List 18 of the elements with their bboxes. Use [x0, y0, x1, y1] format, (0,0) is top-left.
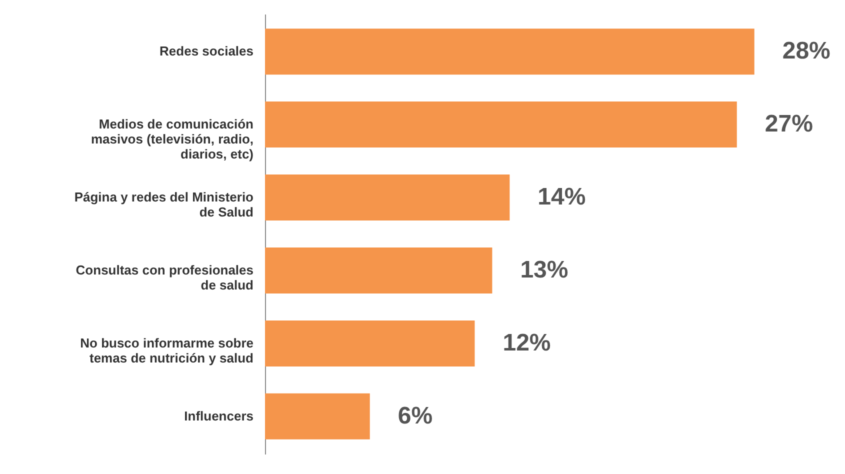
y-tick-label: Página y redes del Ministerio de Salud — [74, 190, 254, 220]
y-tick-label: No busco informarme sobre temas de nutrición y salud — [80, 335, 254, 366]
data-label: 13% — [520, 256, 568, 284]
bar — [265, 248, 492, 294]
bar — [265, 320, 475, 366]
bar — [265, 28, 754, 75]
data-label: 12% — [502, 329, 551, 356]
bar — [265, 102, 737, 148]
bar — [265, 174, 510, 220]
bar — [265, 393, 370, 440]
y-tick-label: Redes sociales — [160, 44, 254, 59]
y-tick-label: Consultas con profesionales de salud — [76, 262, 254, 292]
y-tick-label: Influencers — [184, 408, 254, 424]
data-label: 14% — [538, 184, 586, 211]
data-label: 28% — [782, 38, 830, 65]
y-tick-label: Medios de comunicación masivos (televisión, radio, diarios, etc) — [90, 116, 254, 162]
data-label: 6% — [398, 402, 433, 430]
data-label: 27% — [764, 110, 813, 138]
